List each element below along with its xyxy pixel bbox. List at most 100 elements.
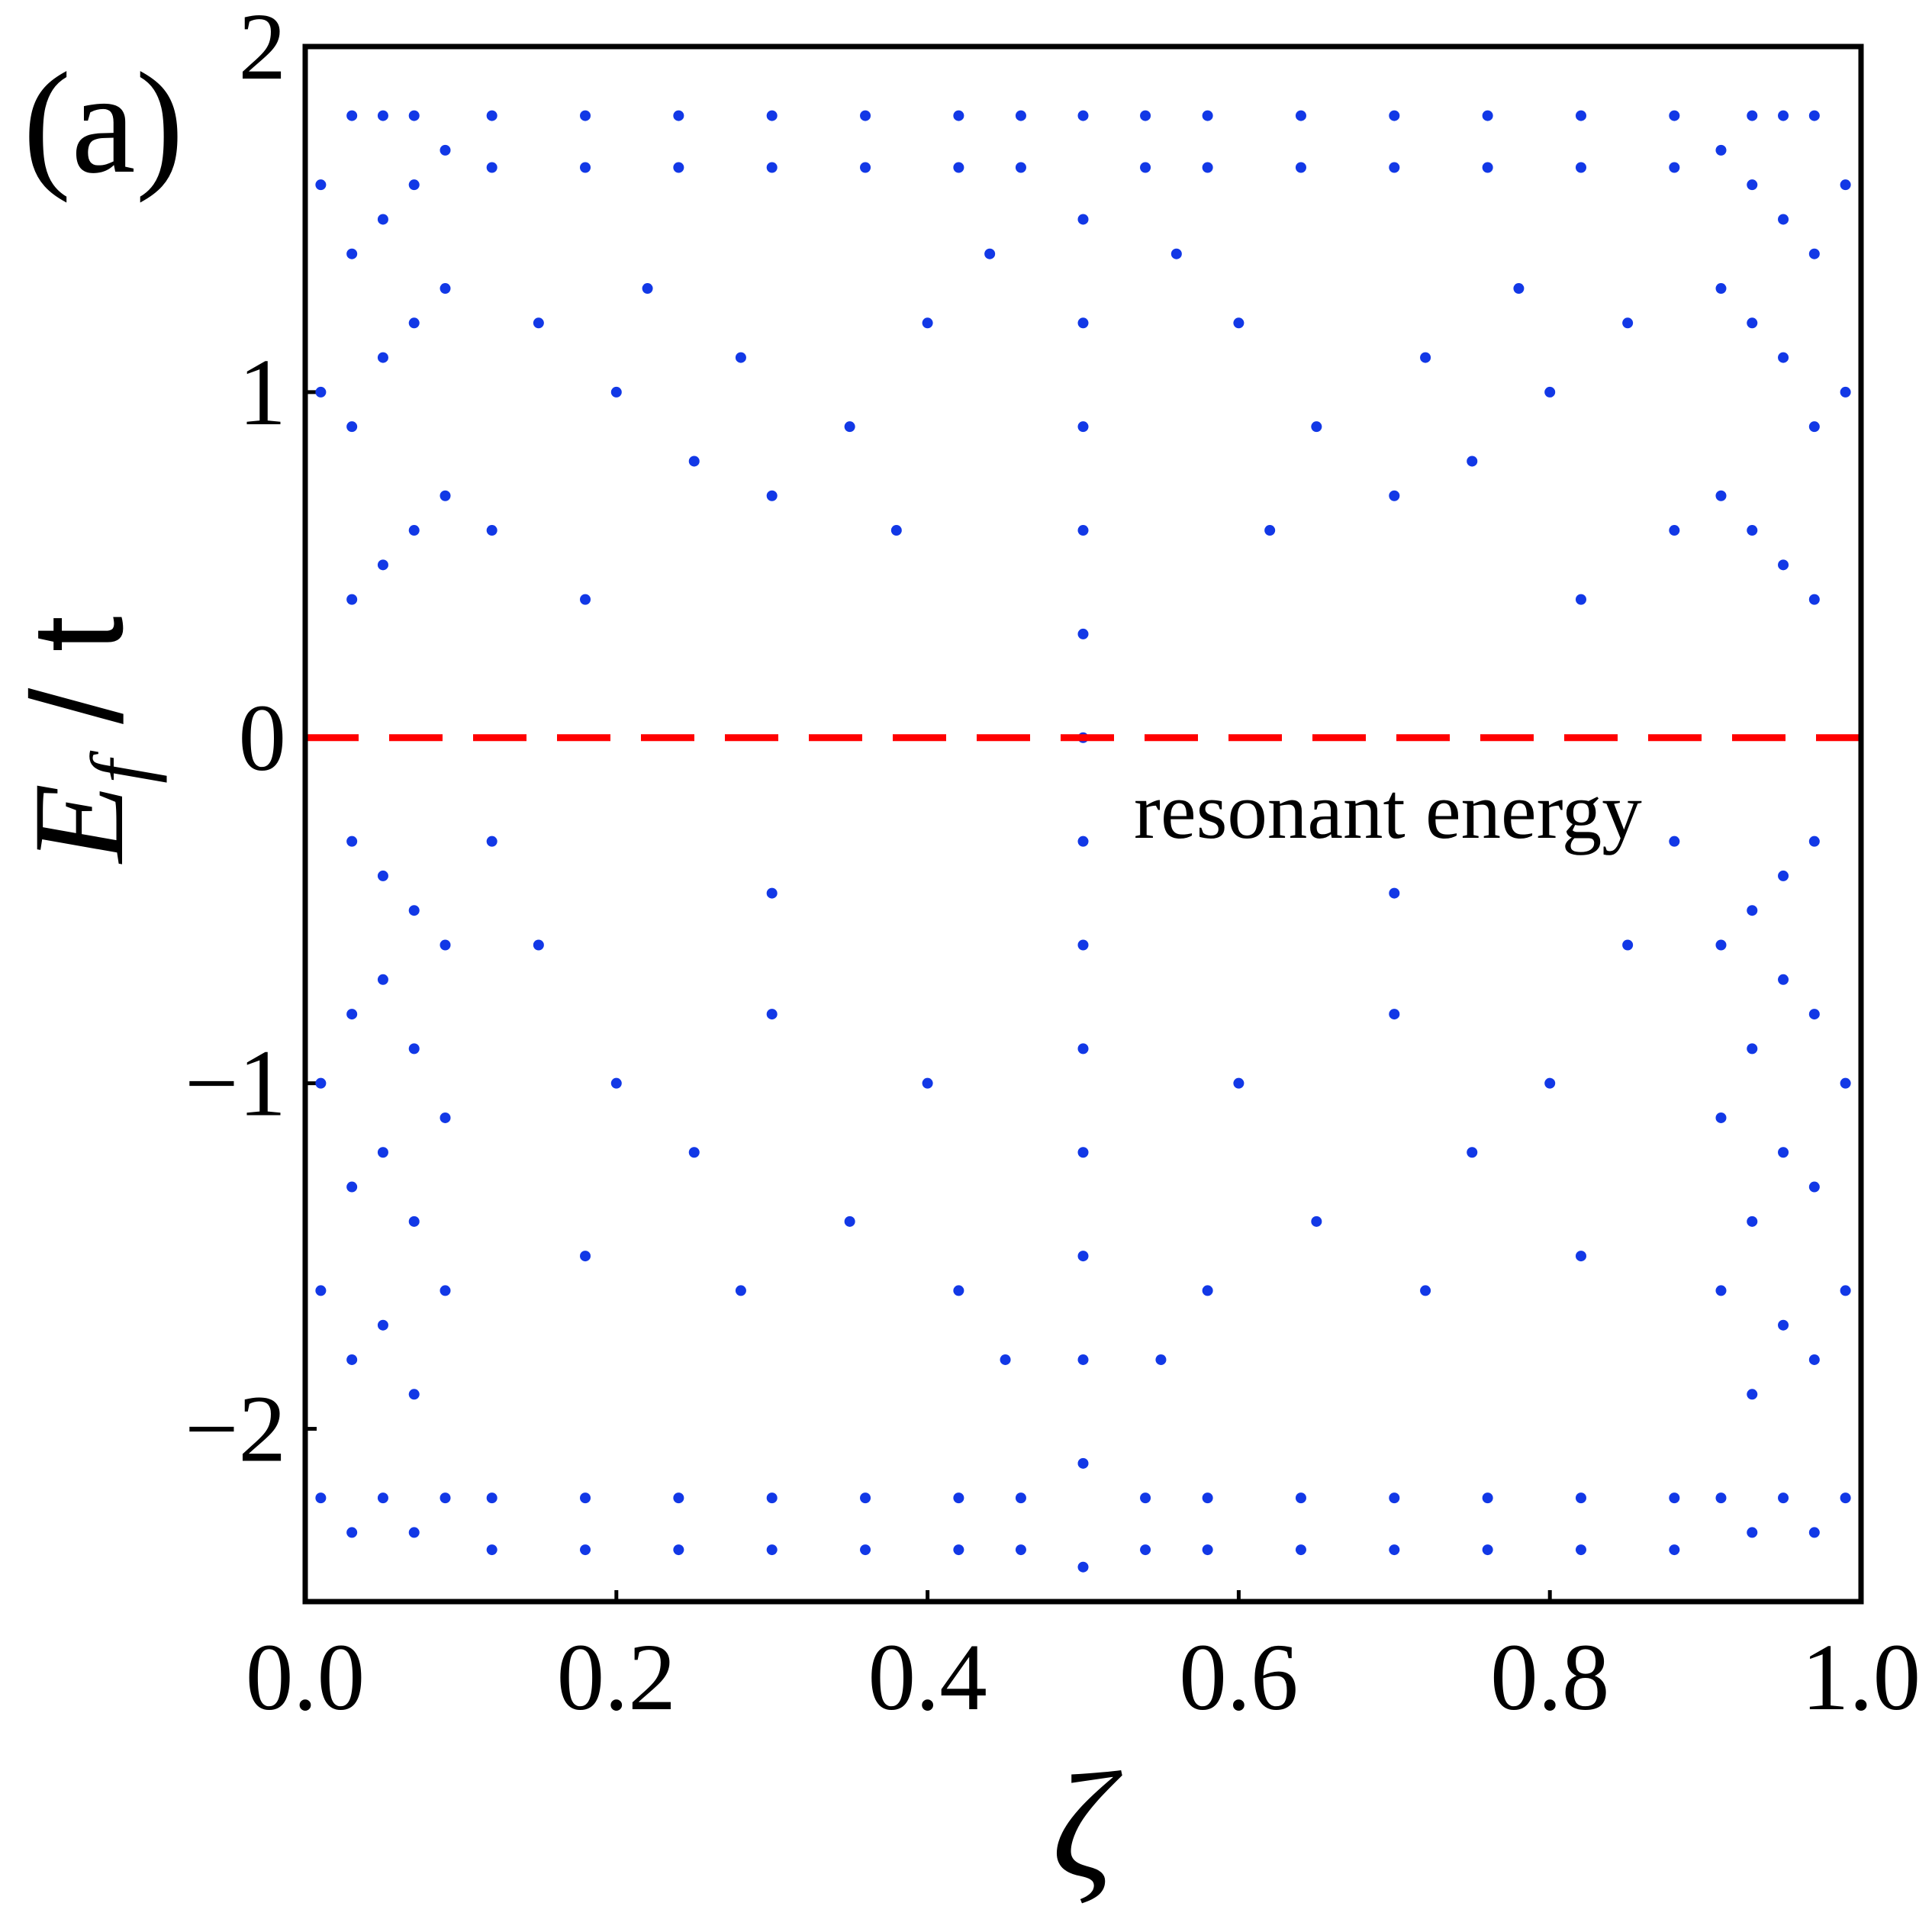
point: [1000, 1354, 1011, 1365]
point: [984, 248, 996, 259]
point: [486, 1544, 497, 1556]
point: [735, 352, 746, 363]
plot-frame: [302, 43, 1864, 1605]
point: [377, 1492, 388, 1504]
point: [377, 974, 388, 985]
point: [1077, 836, 1089, 847]
point: [486, 1492, 497, 1504]
point: [580, 1492, 591, 1504]
point: [1575, 1251, 1586, 1262]
point: [1840, 1285, 1851, 1296]
point: [1015, 1492, 1026, 1504]
point: [1077, 110, 1089, 121]
point: [1669, 1492, 1680, 1504]
y-tick-label: 0: [239, 686, 287, 791]
point: [1077, 628, 1089, 639]
point: [1482, 1492, 1493, 1504]
point: [346, 1354, 358, 1365]
point: [533, 939, 544, 951]
point: [1747, 110, 1758, 121]
point: [953, 1285, 964, 1296]
point: [1622, 939, 1634, 951]
point: [1840, 179, 1851, 191]
point: [377, 559, 388, 571]
point: [408, 179, 420, 191]
point: [1669, 110, 1680, 121]
point: [440, 939, 451, 951]
point: [1389, 887, 1400, 899]
point: [735, 1285, 746, 1296]
point: [408, 1389, 420, 1400]
point: [673, 1492, 684, 1504]
panel-label: (a): [23, 43, 184, 204]
point: [1077, 1354, 1089, 1365]
point: [688, 456, 700, 467]
point: [408, 1043, 420, 1055]
point: [1778, 870, 1789, 881]
point: [1140, 110, 1151, 121]
point: [486, 162, 497, 173]
point: [408, 1216, 420, 1227]
point: [766, 1492, 778, 1504]
point: [1778, 214, 1789, 225]
y-tick-label: −1: [185, 1032, 286, 1137]
point: [766, 1544, 778, 1556]
point: [486, 836, 497, 847]
point: [1015, 1544, 1026, 1556]
point: [1077, 317, 1089, 329]
y-tick-label: 1: [239, 340, 287, 446]
point: [1575, 110, 1586, 121]
point: [1715, 144, 1727, 156]
point: [1747, 179, 1758, 191]
point: [377, 214, 388, 225]
point: [890, 525, 902, 536]
annotation: resonant energy: [1134, 766, 1642, 855]
point: [1311, 421, 1322, 433]
point: [580, 1544, 591, 1556]
point: [1482, 1544, 1493, 1556]
y-axis-label-rest: / t: [5, 616, 150, 760]
point: [377, 110, 388, 121]
point: [1513, 283, 1525, 295]
point: [1295, 1544, 1306, 1556]
point: [1778, 974, 1789, 985]
point: [1015, 110, 1026, 121]
point: [860, 1544, 871, 1556]
point: [1077, 214, 1089, 225]
point: [610, 1077, 622, 1089]
point: [377, 352, 388, 363]
point: [1420, 1285, 1431, 1296]
point: [1077, 1457, 1089, 1469]
point: [1077, 939, 1089, 951]
point: [1808, 836, 1820, 847]
point: [1840, 1492, 1851, 1504]
point: [1575, 1492, 1586, 1504]
point: [1669, 836, 1680, 847]
point: [953, 1544, 964, 1556]
point: [486, 110, 497, 121]
point: [1170, 248, 1182, 259]
point: [1747, 525, 1758, 536]
point: [766, 887, 778, 899]
point: [1778, 352, 1789, 363]
point: [1575, 162, 1586, 173]
point: [377, 870, 388, 881]
point: [1544, 386, 1556, 398]
point: [1389, 162, 1400, 173]
point: [1669, 1544, 1680, 1556]
point: [953, 1492, 964, 1504]
point: [580, 162, 591, 173]
point: [1575, 594, 1586, 605]
point: [346, 421, 358, 433]
point: [1715, 1112, 1727, 1123]
x-tick-label: 0.8: [1490, 1625, 1609, 1731]
y-tick-label: −2: [185, 1377, 286, 1483]
x-tick-label: 0.2: [557, 1625, 676, 1731]
point: [408, 317, 420, 329]
point: [1778, 110, 1789, 121]
point: [440, 1112, 451, 1123]
point: [1747, 905, 1758, 916]
point: [408, 110, 420, 121]
point: [1669, 162, 1680, 173]
point: [1482, 162, 1493, 173]
